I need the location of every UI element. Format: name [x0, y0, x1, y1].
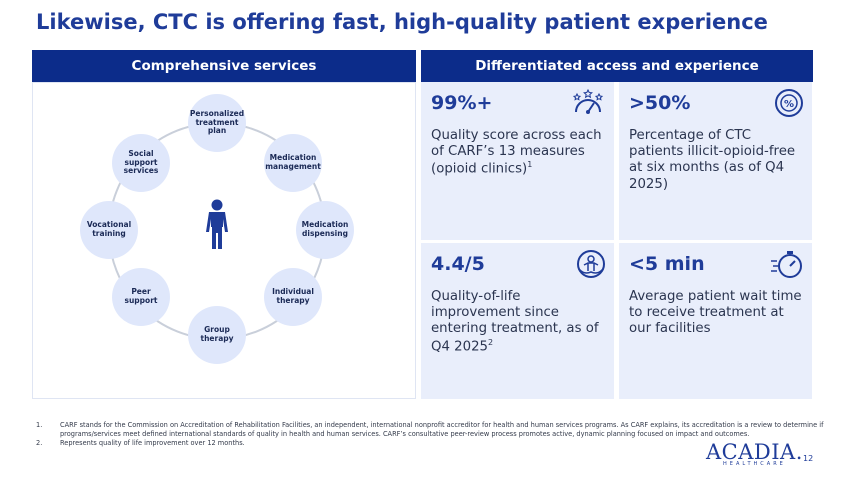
service-node-individual-therapy: Individual therapy — [264, 268, 322, 326]
page-title: Likewise, CTC is offering fast, high-qua… — [36, 10, 768, 34]
footnote-2: 2. Represents quality of life improvemen… — [36, 438, 245, 447]
service-node-vocational-training: Vocational training — [80, 201, 138, 259]
stopwatch-icon — [771, 251, 802, 278]
percent-badge-icon: % — [775, 89, 803, 117]
svg-text:%: % — [784, 99, 794, 110]
services-panel: Personalized treatment plan Medication m… — [32, 82, 416, 399]
wellbeing-icon — [577, 250, 605, 278]
page-number: 12 — [803, 454, 814, 463]
service-node-medication-management: Medication management — [264, 134, 322, 192]
stat-card-wait-time: <5 min Average patient wait time to rece… — [619, 243, 812, 399]
stat-value: <5 min — [629, 253, 705, 275]
stat-value: 4.4/5 — [431, 253, 485, 275]
stat-value: >50% — [629, 92, 691, 114]
acadia-logo: ACADIA. HEALTHCARE — [706, 440, 803, 467]
patient-person-icon — [206, 199, 228, 249]
footnotes: 1. CARF stands for the Commission on Acc… — [36, 421, 826, 448]
stat-value: 99%+ — [431, 92, 493, 114]
stat-description: Quality score across each of CARF’s 13 m… — [431, 128, 602, 177]
stat-card-quality-of-life: 4.4/5 Quality-of-life improvement since … — [421, 243, 614, 399]
footnote-1: 1. CARF stands for the Commission on Acc… — [36, 421, 824, 438]
stat-card-opioid-free: >50% % Percentage of CTC patients illici… — [619, 82, 812, 240]
stat-card-quality-score: 99%+ Quality score across each of CARF’s… — [421, 82, 614, 240]
gauge-stars-icon — [572, 88, 604, 114]
service-node-group-therapy: Group therapy — [188, 306, 246, 364]
service-node-social-support-services: Social support services — [112, 134, 170, 192]
service-node-peer-support: Peer support — [112, 268, 170, 326]
service-node-medication-dispensing: Medication dispensing — [296, 201, 354, 259]
comprehensive-services-header: Comprehensive services — [32, 50, 416, 82]
stat-description: Quality-of-life improvement since enteri… — [431, 289, 599, 355]
stat-description: Percentage of CTC patients illicit-opioi… — [629, 128, 796, 192]
service-node-personalized-treatment-plan: Personalized treatment plan — [188, 94, 246, 152]
differentiated-access-header: Differentiated access and experience — [421, 50, 813, 82]
stat-description: Average patient wait time to receive tre… — [629, 289, 802, 337]
